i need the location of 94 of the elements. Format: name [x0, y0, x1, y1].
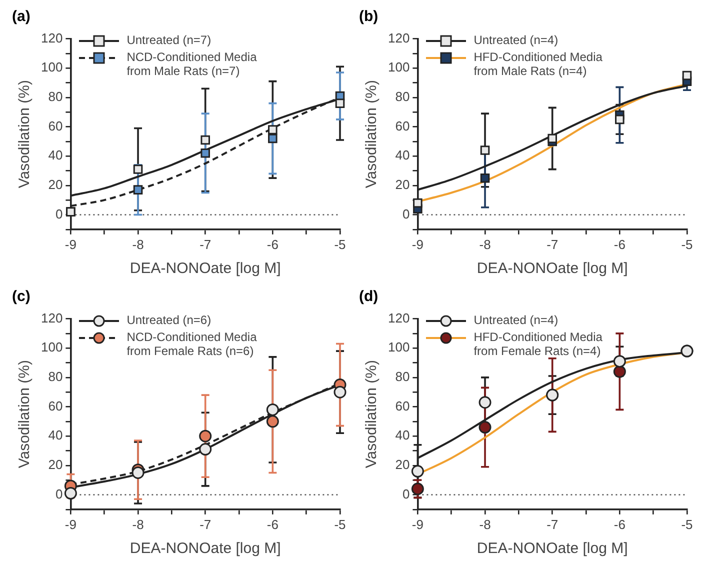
chart-title: (a)	[11, 8, 32, 27]
x-tick-label: -9	[412, 516, 424, 532]
x-tick-label: -7	[200, 236, 212, 252]
y-tick-label: 40	[48, 148, 63, 163]
point	[268, 125, 278, 134]
x-tick-label: -7	[546, 516, 558, 532]
y-tick-label: 20	[395, 456, 410, 472]
y-tick-label: 60	[395, 118, 410, 134]
x-tick-label: -8	[132, 236, 144, 252]
y-tick-label: 60	[395, 398, 410, 414]
y-tick-label: 20	[48, 456, 63, 472]
y-axis-title: Vasodilation (%)	[16, 80, 34, 188]
x-axis-title: DEA-NONOate [log M]	[130, 260, 281, 278]
x-tick-label: -7	[200, 516, 212, 532]
y-tick-label: 80	[48, 369, 63, 384]
x-tick-label: -8	[479, 236, 491, 252]
point	[480, 173, 490, 183]
x-axis-title: DEA-NONOate [log M]	[476, 540, 628, 558]
legend-label: Untreated (n=7)	[126, 32, 212, 47]
x-tick-label: -6	[614, 516, 626, 532]
point	[480, 146, 490, 155]
point	[613, 355, 626, 368]
chart-title: (b)	[358, 8, 380, 27]
x-tick-label: -8	[479, 516, 491, 532]
chart-title: (c)	[11, 288, 32, 307]
point	[133, 164, 143, 174]
y-tick-label: 20	[48, 176, 63, 192]
point	[334, 386, 346, 398]
point	[200, 148, 210, 158]
point	[133, 185, 143, 194]
x-tick-label: -5	[681, 236, 693, 252]
x-tick-label: -6	[266, 236, 278, 252]
point	[335, 98, 345, 108]
point	[132, 466, 144, 479]
y-tick-label: 0	[402, 486, 410, 502]
legend-label: Untreated (n=6)	[126, 312, 212, 327]
y-tick-label: 60	[48, 398, 63, 414]
y-tick-label: 120	[40, 30, 63, 46]
point	[411, 465, 424, 478]
y-tick-label: 40	[395, 428, 410, 443]
y-tick-label: 0	[55, 206, 63, 222]
x-tick-label: -6	[266, 516, 278, 532]
y-tick-label: 40	[395, 148, 410, 163]
legend-label: HFD-Conditioned Media from Male Rats (n=4)	[474, 50, 604, 78]
y-tick-label: 0	[402, 206, 410, 222]
y-tick-label: 20	[395, 176, 410, 192]
y-tick-label: 80	[48, 89, 63, 104]
point	[200, 135, 210, 145]
point	[478, 396, 492, 409]
point	[199, 443, 212, 456]
x-axis-title: DEA-NONOate [log M]	[130, 540, 281, 558]
y-tick-label: 100	[388, 60, 410, 75]
x-tick-label: -5	[334, 516, 346, 532]
point	[266, 415, 279, 428]
y-axis-title: Vasodilation (%)	[16, 360, 34, 468]
y-tick-label: 0	[55, 486, 63, 502]
y-tick-label: 60	[48, 118, 63, 134]
x-tick-label: -9	[64, 236, 76, 252]
point	[615, 114, 624, 124]
x-tick-label: -9	[412, 236, 424, 252]
chart-title: (d)	[358, 288, 380, 307]
x-axis-title: DEA-NONOate [log M]	[476, 260, 628, 278]
x-tick-label: -5	[334, 236, 346, 252]
x-tick-label: -5	[681, 516, 693, 532]
y-tick-label: 120	[388, 30, 410, 46]
y-axis-title: Vasodilation (%)	[363, 360, 380, 468]
point	[613, 365, 626, 378]
point	[199, 430, 212, 442]
point	[64, 487, 77, 500]
point	[413, 198, 422, 208]
point	[266, 403, 279, 416]
x-tick-label: -7	[546, 236, 558, 252]
y-tick-label: 100	[40, 60, 63, 75]
y-tick-label: 120	[388, 310, 410, 326]
point	[268, 134, 278, 144]
legend-label: NCD-Conditioned Media from Male Rats (n=7)	[126, 50, 258, 78]
y-axis-title: Vasodilation (%)	[363, 80, 380, 188]
x-tick-label: -6	[614, 236, 626, 252]
x-tick-label: -8	[132, 516, 144, 532]
point	[411, 482, 424, 496]
legend-label: NCD-Conditioned Media from Female Rats (n=6)	[126, 330, 258, 358]
y-tick-label: 80	[395, 89, 410, 104]
legend-label: HFD-Conditioned Media from Female Rats (n=4)	[474, 330, 604, 358]
y-tick-label: 100	[40, 340, 63, 355]
y-tick-label: 100	[388, 340, 410, 355]
y-tick-label: 80	[395, 369, 410, 384]
point	[548, 134, 557, 144]
legend-label: Untreated (n=4)	[474, 32, 560, 47]
y-tick-label: 40	[48, 428, 63, 443]
x-tick-label: -9	[64, 516, 76, 532]
point	[682, 70, 692, 80]
point	[478, 421, 492, 434]
legend-label: Untreated (n=4)	[474, 312, 560, 327]
y-tick-label: 120	[40, 310, 63, 326]
